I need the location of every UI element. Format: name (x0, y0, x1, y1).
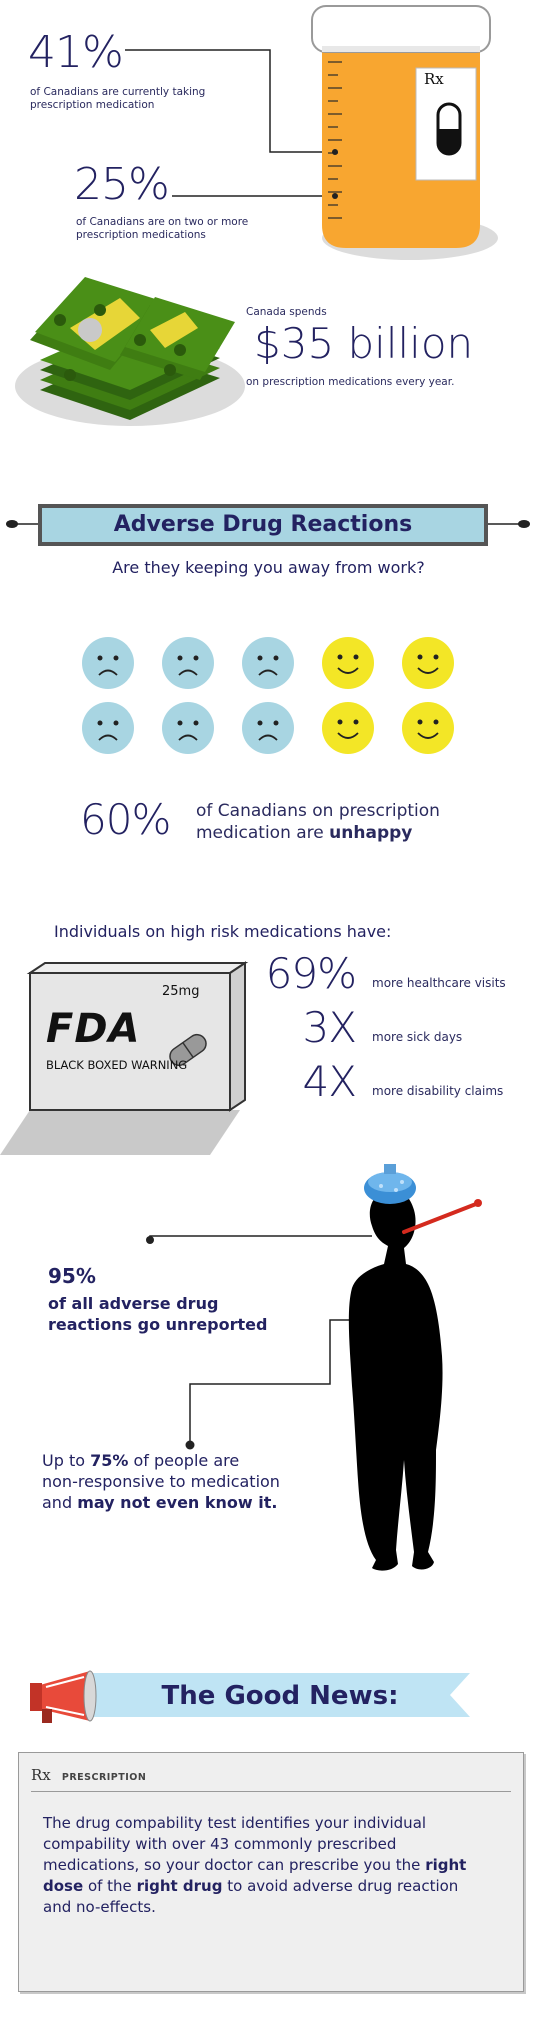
stat-4x-value: 4X (302, 1057, 358, 1106)
stat-25-value: 25% (74, 159, 170, 210)
connector-75 (189, 1319, 360, 1444)
nonresponsive-line3-bold: may not even know it. (77, 1493, 278, 1512)
prescription-bold-2: right drug (136, 1877, 223, 1895)
prescription-body: The drug compability test identifies you… (43, 1813, 483, 1918)
box-shadow (0, 1110, 240, 1155)
happy-faces (322, 637, 454, 754)
unhappy-line2: medication are unhappy (196, 822, 440, 844)
happy-face-icon (322, 702, 374, 754)
sad-face-icon (82, 702, 134, 754)
ice-pack-icon (364, 1164, 416, 1204)
pill-bottle-graphic (125, 5, 498, 260)
nonresponsive-value: 75% (90, 1451, 129, 1470)
prescription-header: PRESCRIPTION (61, 1772, 147, 1783)
sad-face-icon (162, 637, 214, 689)
stat-69-label: more healthcare visits (372, 976, 506, 990)
nonresponsive-mid: of people are (133, 1451, 240, 1470)
fda-logo: FDA (46, 1006, 141, 1052)
connector-95 (149, 1235, 372, 1240)
stat-4x-label: more disability claims (372, 1084, 504, 1098)
happy-face-icon (322, 637, 374, 689)
good-news-title: The Good News: (161, 1681, 399, 1711)
megaphone-icon (30, 1670, 97, 1723)
nonresponsive-prefix: Up to (42, 1451, 86, 1470)
nonresponsive-line1: Up to 75% of people are (42, 1450, 280, 1471)
prescription-card: Rx PRESCRIPTION The drug compability tes… (18, 1752, 524, 1992)
fda-box-graphic (0, 961, 249, 1155)
sad-face-icon (82, 637, 134, 689)
stat-3x-value: 3X (302, 1003, 358, 1052)
nonresponsive-text: Up to 75% of people are non-responsive t… (42, 1450, 280, 1513)
sad-face-icon (162, 702, 214, 754)
stat-69-value: 69% (265, 949, 357, 998)
unreported-value: 95% (48, 1264, 96, 1288)
unreported-line2: reactions go unreported (48, 1315, 268, 1334)
rx-label: Rx (424, 70, 444, 88)
prescription-bold-1: right dose (43, 1856, 467, 1895)
box-warning: BLACK BOXED WARNING (46, 1058, 188, 1072)
unreported-line1: of all adverse drug (48, 1294, 219, 1313)
faces-grid (82, 637, 454, 754)
happy-face-icon (402, 702, 454, 754)
good-news-ribbon (90, 1673, 470, 1717)
connector-41 (125, 49, 335, 153)
prescription-header-row: Rx PRESCRIPTION (31, 1765, 511, 1792)
unhappy-line2-prefix: medication are (196, 823, 324, 843)
adr-banner-title: Adverse Drug Reactions (113, 512, 413, 537)
unhappy-line1: of Canadians on prescription (196, 801, 440, 821)
sad-faces (82, 637, 294, 754)
spending-caption: on prescription medications every year. (246, 376, 455, 388)
pill-icon (169, 1033, 207, 1067)
happy-face-icon (402, 637, 454, 689)
stat-3x-label: more sick days (372, 1030, 463, 1044)
prescription-body-3: to avoid adverse drug reaction and no-ef… (43, 1877, 459, 1916)
unreported-text: of all adverse drug reactions go unrepor… (48, 1293, 267, 1335)
nonresponsive-line2: non-responsive to medication (42, 1472, 280, 1491)
prescription-body-1: The drug compability test identifies you… (43, 1814, 427, 1874)
bottle-cap (311, 5, 491, 53)
sad-face-icon (242, 637, 294, 689)
spending-amount: $35 billion (254, 319, 474, 368)
unhappy-text: of Canadians on prescription medication … (196, 800, 440, 844)
nonresponsive-line3-prefix: and (42, 1493, 73, 1512)
adr-banner-graphic (6, 504, 530, 546)
stat-41-value: 41% (28, 27, 124, 78)
prescription-body-2: of the (87, 1877, 132, 1895)
person-silhouette (348, 1190, 443, 1571)
box-dose: 25mg (162, 984, 200, 999)
nonresponsive-line3: and may not even know it. (42, 1492, 280, 1513)
money-stack-graphic (15, 277, 245, 426)
unhappy-value: 60% (80, 795, 171, 844)
sad-face-icon (242, 702, 294, 754)
high-risk-heading: Individuals on high risk medications hav… (54, 922, 392, 941)
thermometer-icon (402, 1202, 478, 1234)
unhappy-bold: unhappy (329, 823, 413, 843)
stat-25-caption: of Canadians are on two or more prescrip… (76, 216, 249, 241)
sick-person-graphic (146, 1164, 482, 1571)
spending-intro: Canada spends (246, 306, 327, 318)
good-news-banner-graphic (30, 1670, 470, 1723)
cash-bills (30, 277, 235, 420)
stat-41-caption: of Canadians are currently taking prescr… (30, 86, 206, 111)
prescription-rx-icon: Rx (31, 1766, 51, 1784)
adr-question: Are they keeping you away from work? (112, 558, 425, 577)
